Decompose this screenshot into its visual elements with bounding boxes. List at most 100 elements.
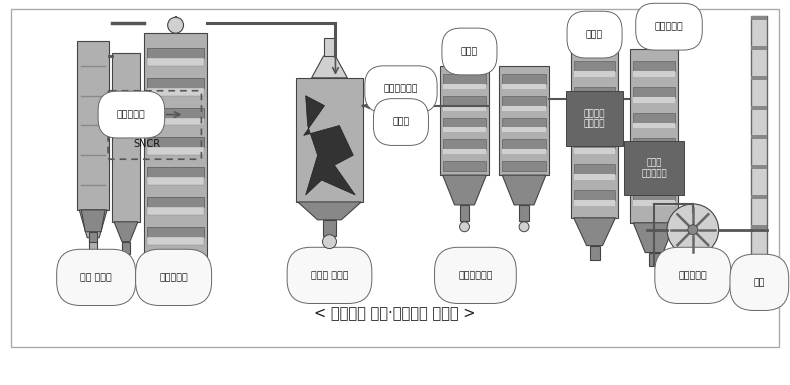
Text: 연소가스
재가열기: 연소가스 재가열기: [584, 109, 605, 128]
Polygon shape: [114, 222, 138, 242]
Bar: [519, 205, 529, 221]
Text: 선택적
촉매환원탑: 선택적 촉매환원탑: [641, 159, 667, 178]
Bar: [147, 58, 205, 66]
Bar: [574, 112, 615, 122]
Bar: [147, 147, 205, 155]
Circle shape: [460, 222, 469, 232]
Bar: [147, 197, 205, 207]
Circle shape: [519, 222, 529, 232]
Bar: [634, 200, 675, 206]
Bar: [751, 195, 767, 199]
Text: 활성탄: 활성탄: [586, 30, 604, 39]
Bar: [147, 117, 205, 126]
Polygon shape: [167, 261, 183, 283]
Bar: [147, 88, 205, 96]
Bar: [751, 46, 767, 50]
Bar: [89, 232, 97, 242]
Bar: [502, 117, 546, 127]
Polygon shape: [303, 96, 356, 195]
Bar: [502, 149, 546, 154]
Bar: [570, 49, 619, 218]
Bar: [634, 190, 675, 200]
Bar: [440, 66, 489, 175]
Bar: [634, 112, 675, 122]
Bar: [574, 148, 615, 154]
Text: 활성탄: 활성탄: [393, 117, 409, 127]
Bar: [442, 139, 487, 149]
Bar: [502, 74, 546, 84]
Polygon shape: [187, 261, 203, 283]
Bar: [634, 164, 675, 174]
Bar: [147, 227, 205, 237]
Bar: [147, 207, 205, 215]
Bar: [751, 76, 767, 80]
Bar: [630, 49, 678, 223]
Bar: [502, 127, 546, 132]
Bar: [634, 138, 675, 148]
Polygon shape: [298, 202, 361, 220]
Bar: [502, 105, 546, 110]
Bar: [634, 174, 675, 180]
Bar: [634, 71, 675, 77]
Bar: [147, 237, 205, 244]
Circle shape: [688, 225, 698, 235]
Bar: [147, 167, 205, 177]
Bar: [122, 242, 130, 254]
Polygon shape: [81, 256, 105, 277]
Bar: [634, 122, 675, 129]
Polygon shape: [79, 210, 107, 238]
Circle shape: [322, 235, 337, 249]
Text: 선회 용융로: 선회 용융로: [81, 273, 112, 282]
Polygon shape: [634, 223, 675, 253]
Bar: [574, 97, 615, 103]
Bar: [574, 122, 615, 129]
Bar: [502, 84, 546, 89]
Bar: [147, 48, 205, 58]
Bar: [442, 127, 487, 132]
Text: 암모니아수: 암모니아수: [655, 22, 683, 31]
Bar: [147, 78, 205, 88]
Bar: [589, 246, 600, 259]
Bar: [574, 87, 615, 97]
Text: 활성탄: 활성탄: [461, 47, 478, 56]
Text: 폐열보일러: 폐열보일러: [160, 273, 188, 282]
Bar: [442, 149, 487, 154]
Polygon shape: [311, 56, 348, 78]
Bar: [574, 138, 615, 148]
Text: 굴뚝: 굴뚝: [754, 278, 765, 287]
Bar: [574, 174, 615, 180]
Bar: [11, 9, 779, 347]
Bar: [634, 148, 675, 154]
Bar: [751, 105, 767, 110]
Text: 이중흡착필터: 이중흡착필터: [458, 271, 493, 280]
Bar: [442, 117, 487, 127]
Bar: [324, 38, 336, 56]
Polygon shape: [502, 175, 546, 205]
Circle shape: [667, 204, 719, 256]
Bar: [442, 105, 487, 110]
Bar: [634, 87, 675, 97]
Bar: [502, 139, 546, 149]
Bar: [634, 97, 675, 103]
Bar: [442, 96, 487, 105]
Bar: [442, 161, 487, 171]
Text: 유인송풍기: 유인송풍기: [679, 271, 707, 280]
Bar: [751, 16, 767, 269]
Bar: [322, 220, 337, 236]
Bar: [499, 66, 549, 175]
Bar: [502, 161, 546, 171]
Bar: [147, 137, 205, 147]
Bar: [460, 205, 469, 221]
Bar: [147, 177, 205, 185]
Text: 반건식 반응탑: 반건식 반응탑: [310, 271, 348, 280]
Bar: [295, 78, 363, 202]
Bar: [442, 84, 487, 89]
Bar: [574, 61, 615, 71]
Polygon shape: [442, 175, 487, 205]
Bar: [751, 136, 767, 139]
Circle shape: [167, 17, 183, 33]
Text: < 연소가스 냉각·처리설비 계통도 >: < 연소가스 냉각·처리설비 계통도 >: [314, 306, 476, 321]
Bar: [751, 16, 767, 20]
Bar: [173, 283, 179, 293]
Bar: [147, 108, 205, 117]
